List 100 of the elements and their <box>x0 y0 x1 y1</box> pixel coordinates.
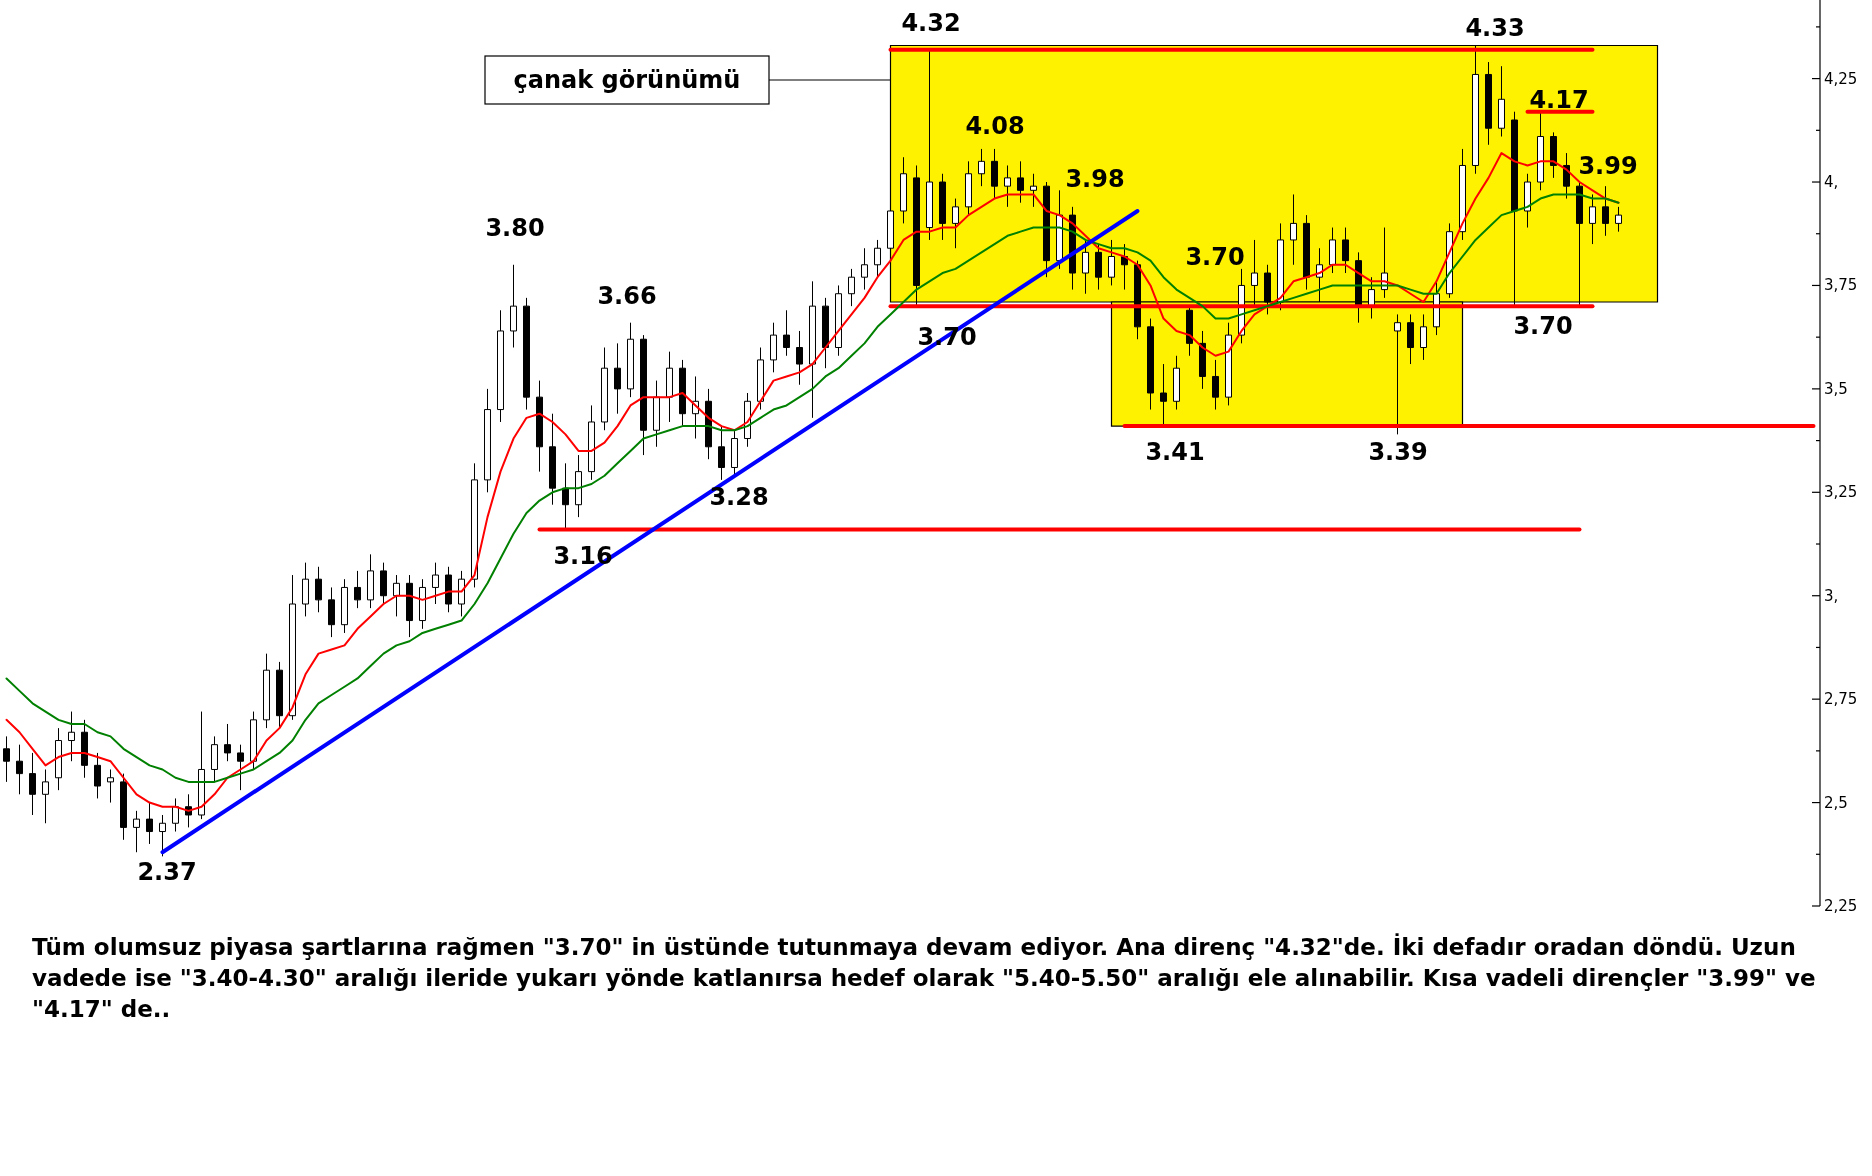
candlestick <box>263 653 270 729</box>
annotation: 3.99 <box>1578 152 1638 181</box>
candlestick <box>328 586 335 638</box>
candlestick <box>1290 193 1297 266</box>
candlestick <box>1017 160 1024 204</box>
candlestick <box>250 711 257 770</box>
candlestick <box>1329 227 1336 274</box>
candlestick <box>1550 131 1557 179</box>
candlestick <box>1303 214 1310 291</box>
annotation: 4.33 <box>1465 13 1525 42</box>
candlestick <box>42 768 49 824</box>
candlestick <box>1147 318 1154 411</box>
candlestick <box>510 264 517 349</box>
annotation: çanak görünümü <box>513 66 741 94</box>
candlestick <box>367 553 374 609</box>
candlestick <box>679 359 686 427</box>
candlestick <box>1342 227 1349 274</box>
annotation: 2.37 <box>137 858 197 887</box>
candlestick <box>211 735 218 783</box>
candlestick <box>107 768 114 804</box>
candlestick <box>731 429 738 477</box>
candlestick <box>939 173 946 241</box>
candlestick <box>445 566 452 613</box>
annotation: 3.16 <box>553 541 613 570</box>
candlestick <box>835 284 842 357</box>
candlestick <box>874 239 881 278</box>
candlestick <box>1056 189 1063 270</box>
candlestick <box>796 330 803 386</box>
candlestick <box>393 574 400 617</box>
candlestick <box>55 727 62 791</box>
text: Tüm olumsuz piyasa şartlarına rağmen "3.70" in üstünde tutunmaya devam ediyor. Ana direnç "4.32"de. İki defadır oradan döndü. Uzun vadede ise "3.40-4.30" aralığı ileride yukarı yönde katlanırsa hedef olarak "5.40-5.50" aralığı ele alınabilir. Kısa vadeli dirençler "3.99" ve "4.17" de.. <box>32 933 1816 1022</box>
candlestick <box>237 744 244 791</box>
y-tick-label: 4,25 <box>1824 69 1858 88</box>
candlestick <box>1225 322 1232 406</box>
annotation: 3.66 <box>597 281 657 310</box>
candlestick <box>289 574 296 721</box>
y-tick-label: 2,75 <box>1824 690 1858 709</box>
candlestick <box>926 49 933 241</box>
candlestick <box>562 462 569 531</box>
candlestick <box>497 309 504 423</box>
candlestick <box>276 661 283 729</box>
candlestick <box>1459 148 1466 241</box>
candlestick <box>978 148 985 187</box>
candlestick <box>614 342 621 415</box>
candlestick <box>198 711 205 820</box>
candlestick <box>1030 173 1037 208</box>
annotation: 3.70 <box>1513 312 1573 341</box>
candlestick <box>1498 65 1505 138</box>
candlestick <box>1524 173 1531 229</box>
candlestick <box>848 268 855 307</box>
candlestick <box>1615 206 1622 233</box>
candlestick <box>523 297 530 411</box>
candlestick <box>653 380 660 448</box>
candlestick <box>3 735 10 783</box>
annotation: 3.98 <box>1065 165 1125 193</box>
annotation: 4.08 <box>965 111 1025 140</box>
candlestick <box>1420 313 1427 361</box>
annotation: 4.17 <box>1529 85 1589 114</box>
candlestick <box>952 198 959 249</box>
candlestick <box>1589 193 1596 245</box>
annotation: 3.39 <box>1368 438 1428 467</box>
candlestick <box>302 562 309 617</box>
candlestick <box>354 570 361 609</box>
annotation: 3.70 <box>1185 243 1245 272</box>
candlestick <box>640 334 647 456</box>
candlestick <box>549 413 556 506</box>
candlestick <box>718 425 725 481</box>
candlestick <box>315 566 322 613</box>
candlestick <box>588 404 595 481</box>
y-tick-label: 3,5 <box>1824 379 1848 398</box>
candlestick <box>666 351 673 423</box>
candlestick <box>133 810 140 853</box>
candlestick <box>601 347 608 431</box>
candlestick <box>1004 164 1011 208</box>
annotation: 4.32 <box>901 8 961 37</box>
candlestick <box>575 454 582 518</box>
candlestick <box>120 773 127 841</box>
candlestick <box>900 156 907 224</box>
y-tick-label: 2,25 <box>1824 897 1858 915</box>
candlestick <box>783 309 790 357</box>
candlestick <box>1082 239 1089 295</box>
candlestick <box>705 388 712 460</box>
candlestick <box>1043 181 1050 278</box>
candlestick <box>29 752 36 816</box>
candlestick <box>81 719 88 779</box>
candlestick <box>68 711 75 762</box>
candlestick <box>341 578 348 634</box>
candlestick <box>484 388 491 493</box>
candlestick <box>159 814 166 857</box>
candlestick <box>1212 359 1219 411</box>
candlestick <box>861 247 868 291</box>
candlestick <box>1537 111 1544 191</box>
y-tick-label: 2,5 <box>1824 793 1848 812</box>
candlestick <box>1602 185 1609 237</box>
candlestick <box>432 562 439 605</box>
candlestick <box>1173 355 1180 411</box>
candlestick <box>1407 313 1414 365</box>
candlestick <box>146 802 153 845</box>
y-tick-label: 4, <box>1824 173 1839 192</box>
candlestick <box>822 297 829 369</box>
